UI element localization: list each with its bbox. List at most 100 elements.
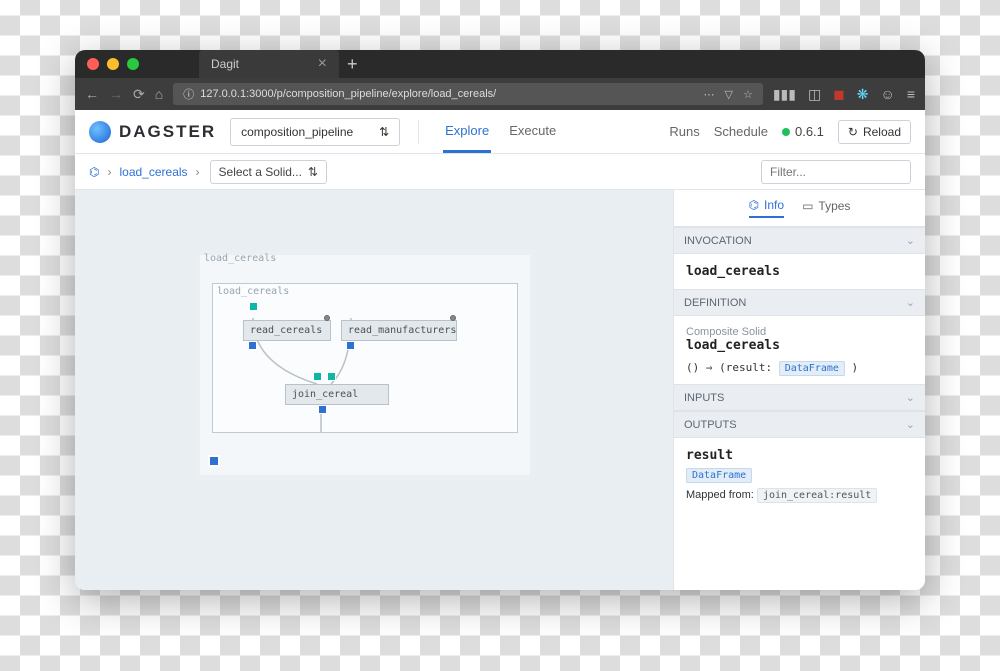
pipeline-name: composition_pipeline xyxy=(241,125,353,139)
output-type[interactable]: DataFrame xyxy=(686,468,752,483)
port-out[interactable] xyxy=(346,341,355,350)
edges-layer xyxy=(213,284,517,432)
logo[interactable]: DAGSTER xyxy=(89,121,216,143)
library-icon[interactable]: ▮▮▮ xyxy=(773,86,796,103)
info-icon: ⌬ xyxy=(749,198,759,212)
chevron-down-icon: ⌄ xyxy=(906,418,915,431)
sig-type[interactable]: DataFrame xyxy=(779,361,845,376)
pipeline-selector[interactable]: composition_pipeline ⇅ xyxy=(230,118,400,146)
reload-button[interactable]: ↻ Reload xyxy=(838,120,911,144)
minimize-window-button[interactable] xyxy=(107,58,119,70)
reload-browser-button[interactable]: ⟳ xyxy=(133,86,145,103)
info-icon: ⓘ xyxy=(183,86,194,102)
react-devtools-icon[interactable]: ❋ xyxy=(857,86,869,103)
ellipsis-icon[interactable]: ⋯ xyxy=(703,88,714,101)
inner-label: load_cereals xyxy=(217,286,289,297)
invocation-name: load_cereals xyxy=(686,264,913,279)
version-text: 0.6.1 xyxy=(795,124,824,139)
section-title: DEFINITION xyxy=(684,297,746,309)
pipeline-icon[interactable]: ⌬ xyxy=(89,165,99,179)
breadcrumb-link[interactable]: load_cereals xyxy=(119,165,187,179)
node-config-port[interactable] xyxy=(450,315,456,321)
runs-link[interactable]: Runs xyxy=(669,124,699,139)
back-button[interactable]: ← xyxy=(85,86,99,102)
chevron-right-icon: › xyxy=(196,165,200,179)
status-dot-icon xyxy=(782,128,790,136)
node-label: read_manufacturers xyxy=(348,325,456,336)
chevron-down-icon: ⌄ xyxy=(906,296,915,309)
sidebar-icon[interactable]: ◫ xyxy=(808,86,821,103)
port-out[interactable] xyxy=(318,405,327,414)
composite-output-port[interactable] xyxy=(208,455,220,467)
close-window-button[interactable] xyxy=(87,58,99,70)
reader-icon[interactable]: ▽ xyxy=(724,88,732,101)
version-indicator: 0.6.1 xyxy=(782,124,824,139)
toolbar-right: ▮▮▮ ◫ ◼ ❋ ☺ ≡ xyxy=(773,86,915,103)
section-outputs-header[interactable]: OUTPUTS ⌄ xyxy=(674,411,925,438)
sidebar: ⌬ Info ▭ Types INVOCATION ⌄ load_cereals… xyxy=(673,190,925,590)
tab-title: Dagit xyxy=(211,57,239,71)
url-bar: ← → ⟳ ⌂ ⓘ 127.0.0.1:3000/p/composition_p… xyxy=(75,78,925,110)
titlebar: Dagit × + xyxy=(75,50,925,78)
sig-prefix: () ⇒ (result: xyxy=(686,361,772,374)
composite-solid-box[interactable]: load_cereals load_cereals read_cereals xyxy=(195,250,535,480)
maximize-window-button[interactable] xyxy=(127,58,139,70)
new-tab-button[interactable]: + xyxy=(347,54,358,75)
header-right: Runs Schedule 0.6.1 ↻ Reload xyxy=(669,120,911,144)
star-icon[interactable]: ☆ xyxy=(743,88,753,101)
output-name: result xyxy=(686,448,913,463)
address-field[interactable]: ⓘ 127.0.0.1:3000/p/composition_pipeline/… xyxy=(173,83,763,105)
app-header: DAGSTER composition_pipeline ⇅ Explore E… xyxy=(75,110,925,154)
node-label: read_cereals xyxy=(250,325,322,336)
node-read-cereals[interactable]: read_cereals xyxy=(243,320,331,341)
node-config-port[interactable] xyxy=(324,315,330,321)
solid-selector[interactable]: Select a Solid... ⇅ xyxy=(210,160,327,184)
section-title: INPUTS xyxy=(684,392,724,404)
solid-select-label: Select a Solid... xyxy=(219,165,302,179)
node-read-manufacturers[interactable]: read_manufacturers xyxy=(341,320,457,341)
node-join-cereal[interactable]: join_cereal xyxy=(285,384,389,405)
port-in[interactable] xyxy=(249,302,258,311)
definition-signature: () ⇒ (result: DataFrame ) xyxy=(686,361,913,374)
close-tab-icon[interactable]: × xyxy=(318,55,327,73)
tab-label: Types xyxy=(818,199,850,213)
logo-icon xyxy=(89,121,111,143)
reload-icon: ↻ xyxy=(848,125,858,139)
composite-label: load_cereals xyxy=(204,253,276,264)
tab-execute[interactable]: Execute xyxy=(507,111,558,153)
chevron-down-icon: ⌄ xyxy=(906,391,915,404)
section-invocation-body: load_cereals xyxy=(674,254,925,289)
content: load_cereals load_cereals read_cereals xyxy=(75,190,925,590)
sidebar-tab-types[interactable]: ▭ Types xyxy=(802,198,850,218)
reload-label: Reload xyxy=(863,125,901,139)
mapped-value[interactable]: join_cereal:result xyxy=(757,488,877,503)
section-invocation-header[interactable]: INVOCATION ⌄ xyxy=(674,227,925,254)
menu-icon[interactable]: ≡ xyxy=(907,86,915,102)
sub-header: ⌬ › load_cereals › Select a Solid... ⇅ xyxy=(75,154,925,190)
tab-explore[interactable]: Explore xyxy=(443,111,491,153)
browser-tab[interactable]: Dagit × xyxy=(199,50,339,78)
logo-text: DAGSTER xyxy=(119,122,216,142)
definition-name: load_cereals xyxy=(686,338,913,353)
section-inputs-header[interactable]: INPUTS ⌄ xyxy=(674,384,925,411)
tab-label: Info xyxy=(764,198,784,212)
select-caret-icon: ⇅ xyxy=(308,165,318,179)
account-icon[interactable]: ☺ xyxy=(881,86,895,102)
window-controls xyxy=(87,58,139,70)
node-label: join_cereal xyxy=(292,389,358,400)
forward-button[interactable]: → xyxy=(109,86,123,102)
schedule-link[interactable]: Schedule xyxy=(714,124,768,139)
select-caret-icon: ⇅ xyxy=(379,125,389,139)
graph-canvas[interactable]: load_cereals load_cereals read_cereals xyxy=(75,190,673,590)
port-in[interactable] xyxy=(313,372,322,381)
filter-input[interactable] xyxy=(761,160,911,184)
section-definition-header[interactable]: DEFINITION ⌄ xyxy=(674,289,925,316)
definition-kind: Composite Solid xyxy=(686,326,913,338)
home-button[interactable]: ⌂ xyxy=(155,86,163,102)
ublock-icon[interactable]: ◼ xyxy=(833,86,845,103)
section-definition-body: Composite Solid load_cereals () ⇒ (resul… xyxy=(674,316,925,384)
sidebar-tab-info[interactable]: ⌬ Info xyxy=(749,198,785,218)
port-out[interactable] xyxy=(248,341,257,350)
port-in[interactable] xyxy=(327,372,336,381)
section-outputs-body: result DataFrame Mapped from: join_cerea… xyxy=(674,438,925,511)
